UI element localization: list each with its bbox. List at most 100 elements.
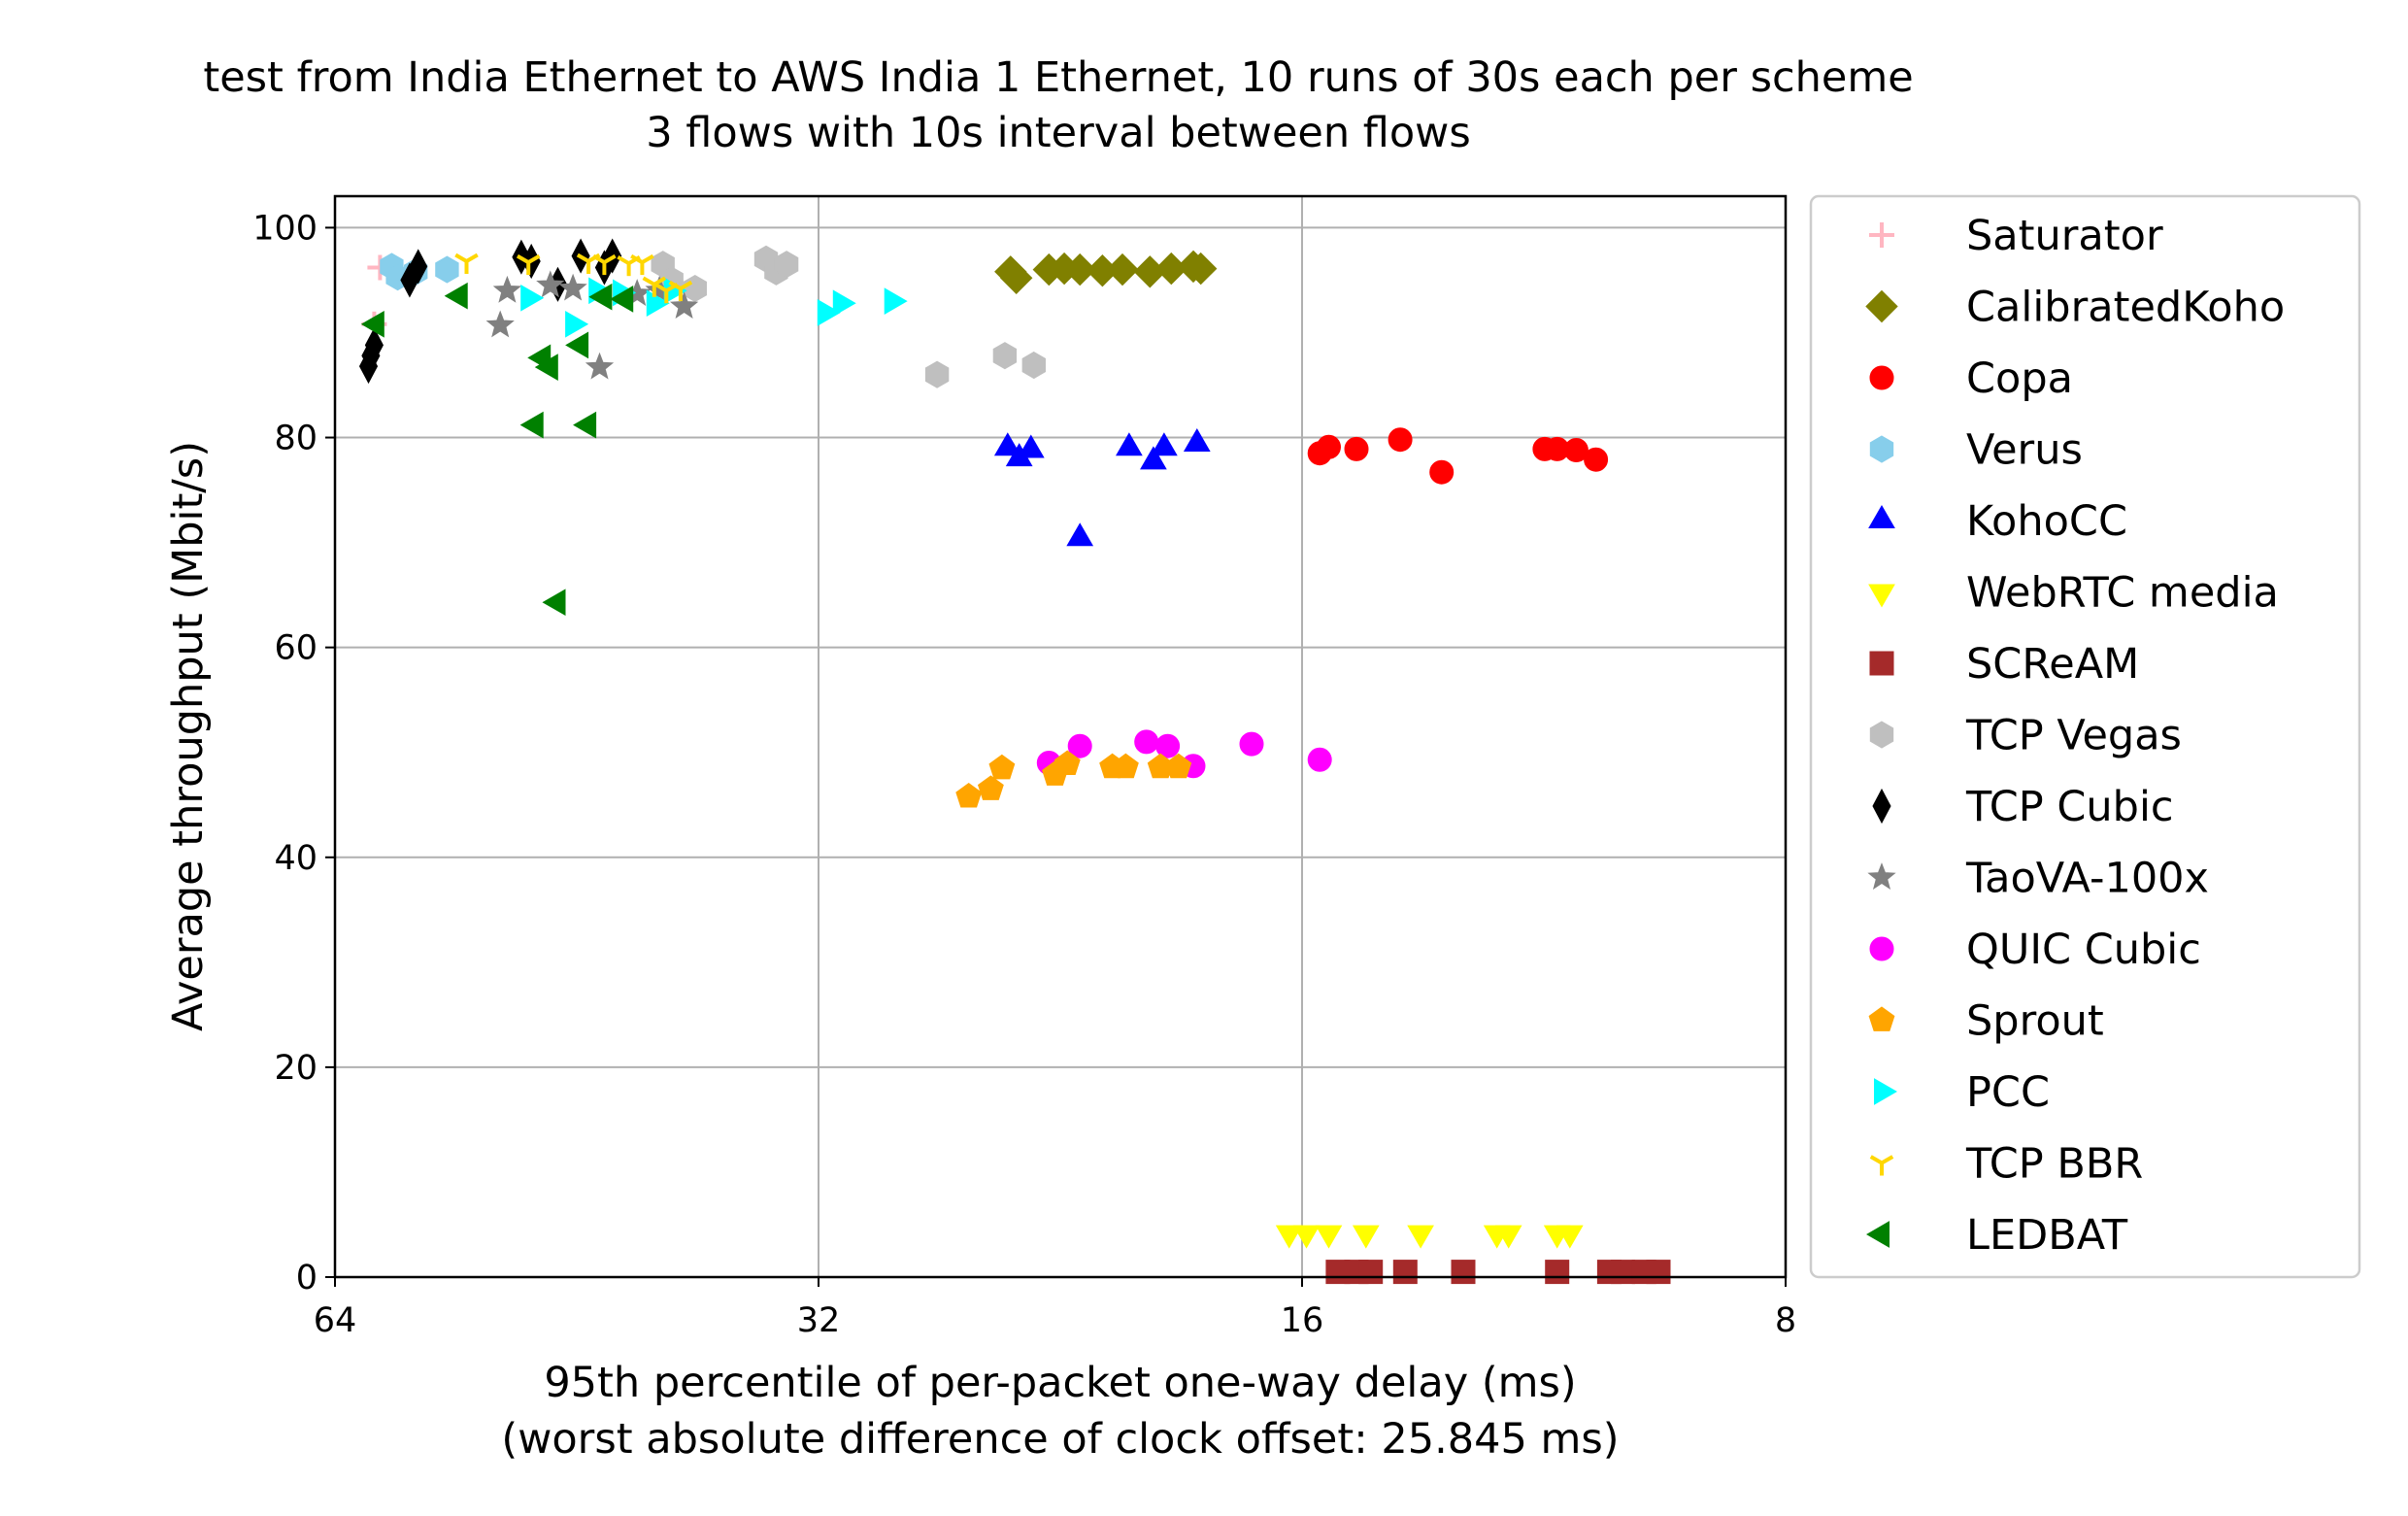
- legend-label-tcp-vegas: TCP Vegas: [1965, 712, 2182, 760]
- point-verus: [435, 255, 459, 284]
- point-webrtc-media: [1555, 1225, 1584, 1249]
- point-taova-100x: [492, 275, 522, 303]
- point-scream: [1646, 1260, 1671, 1285]
- point-kohocc: [1183, 427, 1211, 452]
- point-sprout: [1165, 753, 1192, 779]
- point-copa: [1563, 438, 1589, 462]
- legend-marker-pcc: [1874, 1078, 1898, 1105]
- x-tick-label: 64: [314, 1301, 357, 1340]
- point-ledbat: [573, 411, 597, 439]
- point-webrtc-media: [1494, 1225, 1522, 1249]
- point-calibratedkoho: [999, 261, 1033, 295]
- point-copa: [1429, 459, 1455, 485]
- point-calibratedkoho: [1106, 253, 1139, 286]
- legend-label-webrtc-media: WebRTC media: [1966, 569, 2279, 618]
- legend-marker-tcp-bbr: [1869, 1155, 1894, 1176]
- point-tcp-bbr: [516, 253, 541, 276]
- point-calibratedkoho: [1184, 252, 1218, 286]
- legend-marker-scream: [1869, 651, 1894, 676]
- point-ledbat: [565, 331, 589, 359]
- point-tcp-vegas: [774, 251, 799, 279]
- point-quic-cubic: [1307, 747, 1332, 772]
- point-webrtc-media: [1407, 1225, 1434, 1249]
- y-axis-label: Average throughput (Mbit/s): [164, 441, 213, 1031]
- point-taova-100x: [536, 270, 565, 298]
- grid: [335, 196, 1786, 1277]
- point-pcc: [832, 289, 856, 318]
- point-sprout: [1054, 750, 1081, 776]
- legend-marker-ledbat: [1865, 1221, 1890, 1248]
- legend-marker-verus: [1869, 435, 1894, 463]
- point-scream: [1392, 1260, 1418, 1285]
- point-quic-cubic: [1067, 733, 1092, 758]
- point-sprout: [988, 754, 1016, 780]
- legend-label-scream: SCReAM: [1966, 640, 2139, 689]
- legend-marker-sprout: [1868, 1006, 1895, 1031]
- y-tick-label: 60: [274, 629, 318, 668]
- legend-marker-quic-cubic: [1869, 936, 1894, 961]
- legend-label-pcc: PCC: [1966, 1068, 2050, 1117]
- point-tcp-bbr: [668, 280, 693, 302]
- legend-label-calibratedkoho: CalibratedKoho: [1966, 284, 2285, 332]
- point-webrtc-media: [1315, 1225, 1343, 1249]
- point-kohocc: [1017, 434, 1045, 458]
- point-tcp-vegas: [924, 360, 950, 388]
- point-ledbat: [534, 354, 558, 381]
- x-tick-label: 16: [1281, 1301, 1324, 1340]
- point-pcc: [817, 299, 841, 326]
- point-quic-cubic: [1134, 729, 1159, 755]
- point-ledbat: [444, 282, 468, 310]
- legend: Saturator CalibratedKoho Copa Verus KohoCC We…: [1809, 194, 2361, 1279]
- y-tick-label: 80: [274, 420, 318, 458]
- y-tick-label: 0: [296, 1259, 318, 1297]
- point-pcc: [565, 310, 589, 338]
- point-pcc: [520, 284, 545, 312]
- point-taova-100x: [669, 291, 699, 319]
- point-ledbat: [519, 411, 544, 439]
- point-scream: [1451, 1260, 1476, 1285]
- point-kohocc: [1066, 522, 1094, 547]
- legend-marker-tcp-vegas: [1869, 721, 1894, 749]
- point-taova-100x: [585, 352, 615, 380]
- point-webrtc-media: [1275, 1225, 1303, 1249]
- point-scream: [1611, 1260, 1635, 1285]
- point-pcc: [884, 287, 908, 315]
- legend-label-quic-cubic: QUIC Cubic: [1966, 926, 2201, 974]
- point-copa: [1317, 434, 1341, 459]
- point-ledbat: [610, 286, 634, 313]
- point-quic-cubic: [1155, 733, 1181, 758]
- point-kohocc: [993, 432, 1021, 456]
- point-copa: [1344, 436, 1369, 461]
- legend-marker-kohocc: [1868, 504, 1895, 528]
- point-tcp-vegas: [992, 342, 1018, 370]
- legend-marker-webrtc-media: [1868, 584, 1895, 608]
- legend-marker-tcp-cubic: [1872, 788, 1891, 825]
- point-webrtc-media: [1292, 1225, 1321, 1249]
- point-tcp-bbr: [592, 253, 617, 276]
- point-sprout: [955, 782, 983, 808]
- legend-label-tcp-bbr: TCP BBR: [1965, 1140, 2143, 1189]
- point-kohocc: [1151, 432, 1178, 456]
- legend-label-saturator: Saturator: [1966, 212, 2163, 260]
- chart-title: test from India Ethernet to AWS India 1 …: [203, 53, 1913, 102]
- legend-label-tcp-cubic: TCP Cubic: [1965, 783, 2174, 831]
- y-tick-label: 100: [252, 209, 318, 248]
- point-ledbat: [360, 310, 385, 338]
- legend-label-taova-100x: TaoVA-100x: [1965, 855, 2209, 903]
- legend-label-verus: Verus: [1966, 426, 2083, 475]
- point-copa: [1388, 427, 1413, 453]
- y-tick-label: 20: [274, 1049, 318, 1088]
- point-ledbat: [542, 589, 566, 617]
- point-taova-100x: [558, 273, 587, 301]
- legend-label-ledbat: LEDBAT: [1966, 1211, 2128, 1260]
- legend-marker-calibratedkoho: [1865, 289, 1898, 323]
- point-scream: [1545, 1260, 1570, 1285]
- point-sprout: [1112, 753, 1139, 779]
- legend-label-sprout: Sprout: [1966, 997, 2104, 1046]
- point-copa: [1584, 447, 1609, 472]
- x-axis-sublabel: (worst absolute difference of clock offs…: [501, 1415, 1619, 1464]
- point-kohocc: [1116, 432, 1143, 456]
- point-kohocc: [1140, 446, 1167, 470]
